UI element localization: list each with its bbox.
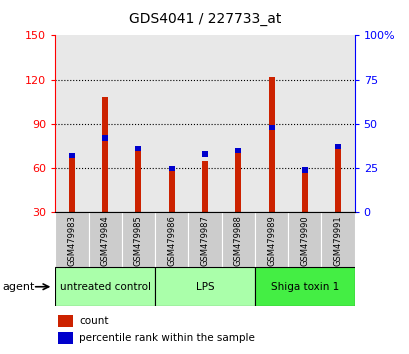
Bar <box>268 125 274 130</box>
Bar <box>235 149 240 212</box>
Bar <box>55 212 88 267</box>
Bar <box>88 212 121 267</box>
Bar <box>202 152 207 156</box>
Bar <box>155 212 188 267</box>
Text: GSM479991: GSM479991 <box>333 215 342 266</box>
Bar <box>334 144 340 149</box>
Text: GSM479990: GSM479990 <box>299 215 308 266</box>
Text: GSM479983: GSM479983 <box>67 215 76 266</box>
Bar <box>254 267 354 306</box>
Bar <box>121 35 155 212</box>
Bar <box>58 315 73 327</box>
Bar <box>135 146 141 151</box>
Bar <box>121 212 155 267</box>
Bar <box>301 167 307 172</box>
Bar <box>254 35 288 212</box>
Text: untreated control: untreated control <box>60 282 151 292</box>
Bar <box>188 212 221 267</box>
Text: GSM479989: GSM479989 <box>266 215 275 266</box>
Bar <box>155 267 254 306</box>
Bar <box>235 148 240 153</box>
Text: percentile rank within the sample: percentile rank within the sample <box>79 333 254 343</box>
Bar <box>135 149 141 212</box>
Text: GSM479984: GSM479984 <box>101 215 110 266</box>
Bar <box>221 212 254 267</box>
Bar <box>155 35 188 212</box>
Text: LPS: LPS <box>195 282 214 292</box>
Text: GSM479987: GSM479987 <box>200 215 209 266</box>
Text: count: count <box>79 316 108 326</box>
Bar <box>301 172 307 212</box>
Bar <box>268 77 274 212</box>
Bar <box>69 158 75 212</box>
Bar <box>55 35 88 212</box>
Bar <box>58 332 73 344</box>
Bar <box>321 35 354 212</box>
Bar <box>334 149 340 212</box>
Text: GSM479985: GSM479985 <box>134 215 143 266</box>
Bar <box>288 35 321 212</box>
Text: GSM479986: GSM479986 <box>167 215 176 266</box>
Bar <box>221 35 254 212</box>
Bar <box>321 212 354 267</box>
Bar <box>69 153 75 158</box>
Bar <box>88 35 121 212</box>
Text: GDS4041 / 227733_at: GDS4041 / 227733_at <box>128 12 281 27</box>
Bar <box>202 161 207 212</box>
Bar <box>188 35 221 212</box>
Bar <box>169 168 174 212</box>
Text: GSM479988: GSM479988 <box>233 215 242 266</box>
Bar <box>55 267 155 306</box>
Bar <box>169 166 174 171</box>
Text: agent: agent <box>2 282 34 292</box>
Text: Shiga toxin 1: Shiga toxin 1 <box>270 282 338 292</box>
Bar <box>102 136 108 141</box>
Bar <box>254 212 288 267</box>
Bar <box>288 212 321 267</box>
Bar <box>102 97 108 212</box>
